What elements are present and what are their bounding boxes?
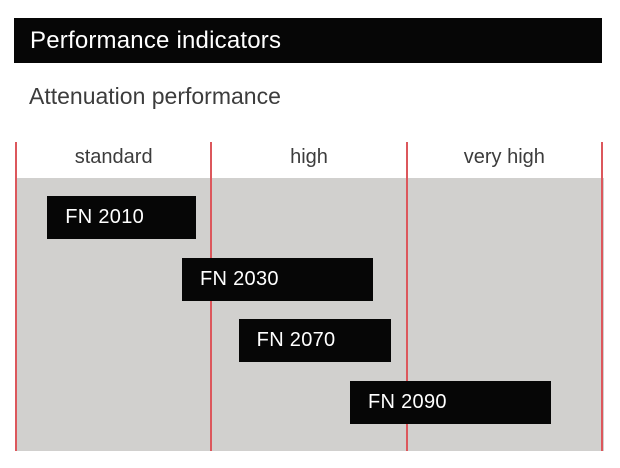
title-bar: Performance indicators [14,18,602,63]
bar-fn-2010: FN 2010 [47,196,196,239]
bar-fn-2030: FN 2030 [182,258,374,301]
column-label-very-high: very high [463,146,545,168]
bar-label: FN 2030 [200,268,279,290]
column-label-high: high [290,146,328,168]
bar-fn-2090: FN 2090 [350,381,552,424]
column-label-standard: standard [74,146,153,168]
page-title: Performance indicators [30,27,282,54]
bar-fn-2070: FN 2070 [238,319,392,362]
bar-label: FN 2070 [256,329,336,351]
bar-label: FN 2090 [368,391,447,413]
bar-label: FN 2010 [65,206,145,228]
column-labels: standard high very high [16,140,602,178]
band-separator-line [405,142,408,451]
band-separator-line [15,142,17,451]
section-subtitle: Attenuation performance [29,83,281,109]
band-separator-line [600,142,603,451]
